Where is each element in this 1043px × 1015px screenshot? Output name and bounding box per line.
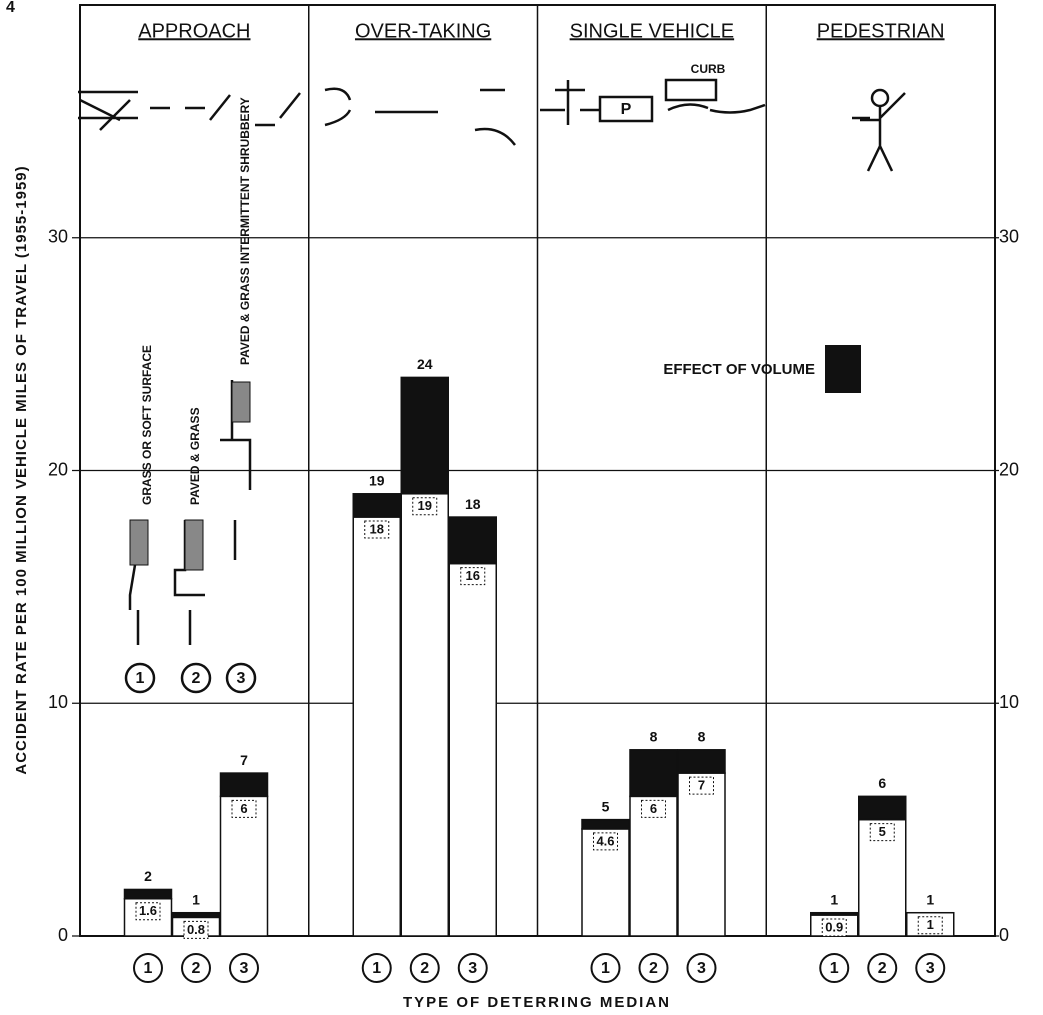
value-label: 16 xyxy=(466,568,480,583)
y-tick-label: 20 xyxy=(48,459,68,479)
volume-segment xyxy=(125,889,172,898)
volume-segment xyxy=(582,820,629,829)
volume-segment xyxy=(353,494,400,517)
x-tick-label: 3 xyxy=(468,960,477,977)
value-label: 18 xyxy=(370,521,384,536)
total-label: 1 xyxy=(192,891,200,907)
total-label: 5 xyxy=(602,798,610,814)
group-title: OVER-TAKING xyxy=(355,20,491,42)
total-label: 8 xyxy=(650,729,658,745)
y-tick-label: 10 xyxy=(999,692,1019,712)
value-label: 6 xyxy=(240,801,247,816)
median-label: GRASS OR SOFT SURFACE xyxy=(140,345,154,505)
icon-label: P xyxy=(621,101,632,118)
x-tick-label: 1 xyxy=(601,960,610,977)
volume-segment xyxy=(449,517,496,564)
x-tick-label: 2 xyxy=(649,960,658,977)
value-label: 6 xyxy=(650,801,657,816)
value-label: 0.9 xyxy=(825,919,843,934)
y-tick-label: 20 xyxy=(999,459,1019,479)
volume-segment xyxy=(859,796,906,819)
y-tick-label: 30 xyxy=(999,227,1019,247)
volume-segment xyxy=(678,750,725,773)
total-label: 1 xyxy=(830,891,838,907)
value-label: 0.8 xyxy=(187,922,205,937)
legend-swatch xyxy=(825,345,861,393)
value-label: 19 xyxy=(418,498,432,513)
total-label: 19 xyxy=(369,472,385,488)
group-title: APPROACH xyxy=(138,20,250,42)
value-label: 7 xyxy=(698,778,705,793)
volume-segment xyxy=(401,377,448,493)
x-tick-label: 2 xyxy=(878,960,887,977)
bar xyxy=(353,517,400,936)
x-tick-label: 3 xyxy=(240,960,249,977)
chart: 4 ACCIDENT RATE PER 100 MILLION VEHICLE … xyxy=(0,0,1043,1015)
median-label: PAVED & GRASS INTERMITTENT SHRUBBERY xyxy=(238,97,252,365)
x-axis-label: TYPE OF DETERRING MEDIAN xyxy=(403,994,671,1011)
volume-segment xyxy=(630,750,677,797)
total-label: 18 xyxy=(465,496,481,512)
bar xyxy=(678,773,725,936)
volume-segment xyxy=(811,913,858,915)
group-title: SINGLE VEHICLE xyxy=(570,20,735,42)
x-tick-label: 3 xyxy=(926,960,935,977)
y-tick-label: 30 xyxy=(48,227,68,247)
total-label: 2 xyxy=(144,868,152,884)
bar xyxy=(401,494,448,936)
group-title: PEDESTRIAN xyxy=(817,20,945,42)
total-label: 8 xyxy=(698,729,706,745)
sketch-number: 1 xyxy=(136,670,145,687)
sketch-number: 2 xyxy=(192,670,201,687)
total-label: 7 xyxy=(240,752,248,768)
x-tick-label: 3 xyxy=(697,960,706,977)
median-label: PAVED & GRASS xyxy=(188,407,202,505)
total-label: 1 xyxy=(926,891,934,907)
value-label: 1.6 xyxy=(139,903,157,918)
y-tick-label: 10 xyxy=(48,692,68,712)
legend-label: EFFECT OF VOLUME xyxy=(663,361,815,378)
x-tick-label: 2 xyxy=(420,960,429,977)
total-label: 24 xyxy=(417,356,433,372)
sketch-number: 3 xyxy=(237,670,246,687)
value-label: 4.6 xyxy=(596,833,614,848)
y-tick-label: 0 xyxy=(58,925,68,945)
volume-segment xyxy=(221,773,268,796)
total-label: 6 xyxy=(878,775,886,791)
x-tick-label: 1 xyxy=(372,960,381,977)
y-tick-label: 0 xyxy=(999,925,1009,945)
bar xyxy=(449,564,496,936)
page-number: 4 xyxy=(6,0,15,16)
y-axis-label: ACCIDENT RATE PER 100 MILLION VEHICLE MI… xyxy=(13,165,30,774)
volume-segment xyxy=(173,913,220,918)
value-label: 1 xyxy=(927,917,934,932)
icon-label: CURB xyxy=(691,62,726,76)
x-tick-label: 1 xyxy=(144,960,153,977)
x-tick-label: 1 xyxy=(830,960,839,977)
value-label: 5 xyxy=(879,824,886,839)
x-tick-label: 2 xyxy=(192,960,201,977)
